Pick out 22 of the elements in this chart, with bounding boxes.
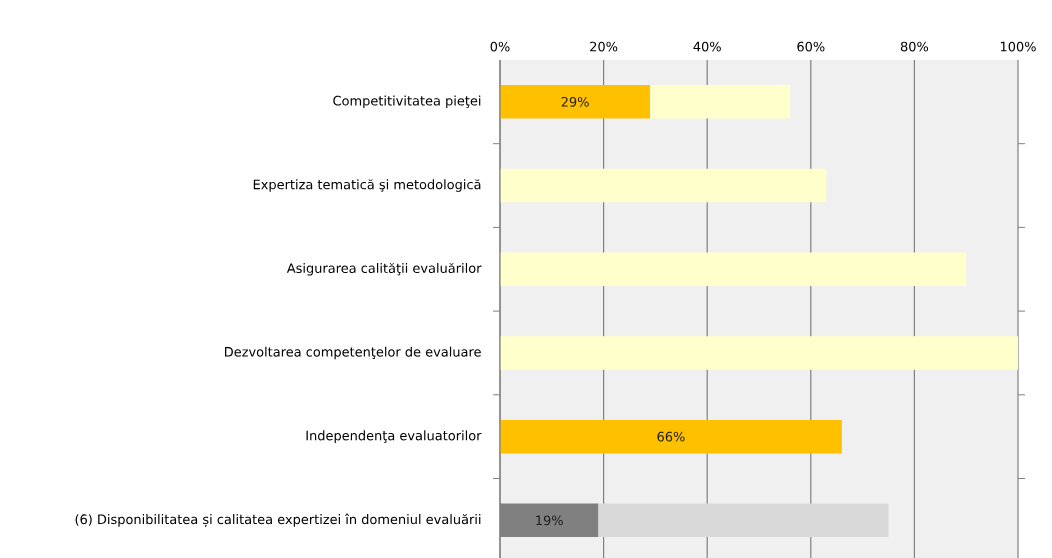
data-label: 66% [657,431,685,442]
x-tick-label: 60% [797,41,825,52]
bar [500,168,827,203]
bar [500,336,1019,370]
y-tick-label: Competitivitatea pieţei [333,95,481,109]
bar [500,85,651,119]
y-tick-label: Expertiza tematică şi metodologică [253,179,481,192]
y-tick-label: Dezvoltarea competenţelor de evaluare [225,346,481,360]
y-tick-label: Independenţa evaluatorilor [306,430,482,443]
y-tick-label: (6) Disponibilitatea și calitatea expertizei în domeniul evaluării [75,513,481,528]
bar [500,419,842,454]
bar [500,252,967,286]
data-label: 19% [536,515,563,526]
bar [650,85,791,119]
x-tick-label: 100% [1000,41,1036,52]
y-tick-label: Asigurarea calităţii evaluărilor [286,262,482,276]
x-tick-label: 20% [590,41,618,52]
data-label: 29% [561,96,589,107]
x-tick-label: 40% [693,41,721,52]
x-tick-label: 80% [900,41,929,52]
x-tick-label: 0% [490,41,510,52]
bar [598,503,889,538]
